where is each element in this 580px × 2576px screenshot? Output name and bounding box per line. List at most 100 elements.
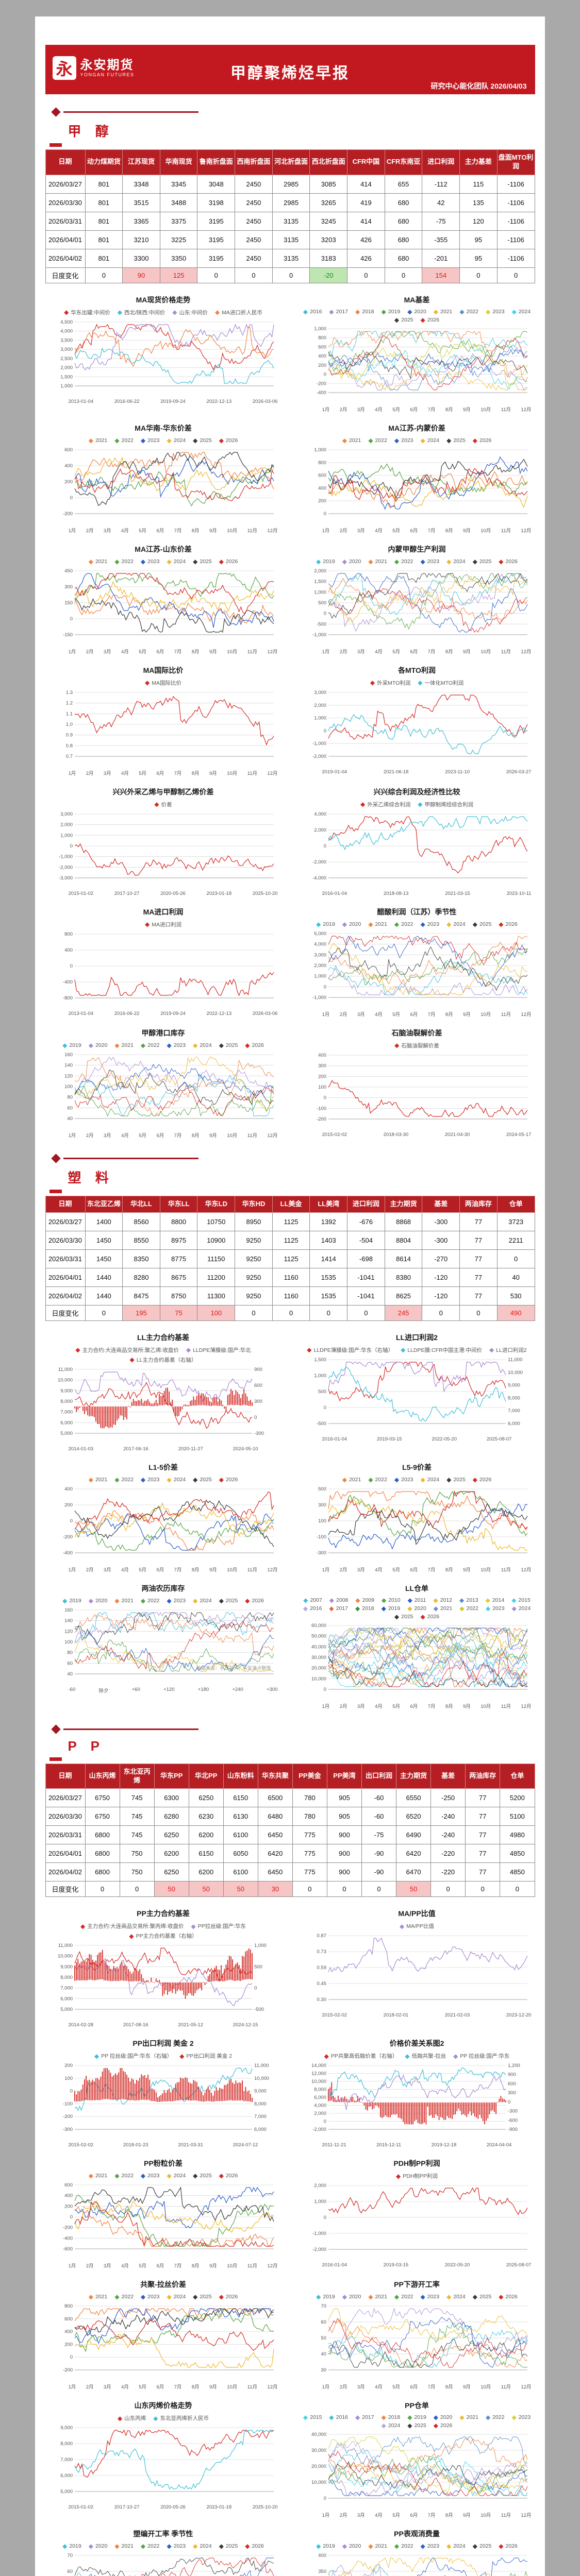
table-cell: 3723 <box>496 1212 535 1231</box>
legend-label: 2019 <box>414 2414 426 2421</box>
table-cell: 745 <box>119 1788 155 1808</box>
chart-title: MA国际比价 <box>143 666 184 674</box>
table-header-cell: 仓单 <box>496 1195 535 1213</box>
chart-x-axis: 1月 2月 3月 4月 5月 6月 7月 8月 9月 10月 11月 12月 <box>45 647 282 655</box>
table-header-cell: 鲁南折盘面 <box>197 149 236 175</box>
diamond-marker-icon: ◆ <box>167 2172 172 2180</box>
legend-item: ◆ 2022 <box>368 1476 387 1483</box>
diamond-marker-icon: ◆ <box>396 2172 401 2180</box>
legend-label: 2022 <box>147 1042 160 1048</box>
svg-text:8,000: 8,000 <box>314 2087 326 2093</box>
svg-text:-900: -900 <box>508 2127 518 2132</box>
chart-legend: ◆ MA国际比价 <box>45 679 282 687</box>
legend-label: 2025 <box>479 2294 492 2300</box>
table-header-cell: 进口利润 <box>422 149 460 175</box>
table-cell: 77 <box>459 1230 498 1250</box>
svg-text:7,000: 7,000 <box>254 2114 267 2120</box>
x-tick-label: +300 <box>267 1686 278 1692</box>
legend-label: 2020 <box>414 308 426 315</box>
legend-item: ◆ 2024 <box>421 437 440 444</box>
x-tick-label: 1月 <box>322 1011 330 1018</box>
legend-label: 2023 <box>401 437 413 444</box>
diamond-marker-icon: ◆ <box>355 1604 360 1612</box>
change-cell: 100 <box>197 1304 236 1321</box>
x-tick-label: 2025-08-07 <box>506 2262 532 2268</box>
chart-x-axis: 2019-01-04 2021-06-18 2023-11-10 2026-03-27 <box>299 768 536 775</box>
diamond-marker-icon: ◆ <box>140 1476 146 1483</box>
chart-plot-area: 450 300 150 0 -150 <box>45 567 282 647</box>
x-tick-label: 2022-12-13 <box>206 1010 232 1016</box>
legend-item: ◆ 外采MTO利润 <box>370 679 410 687</box>
legend-item: ◆ 2022 <box>394 558 413 565</box>
legend-item: ◆ 2017 <box>355 2414 374 2420</box>
x-tick-label: 1月 <box>68 1132 76 1139</box>
x-tick-label: 11月 <box>501 649 511 655</box>
x-tick-label: 2021-04-30 <box>444 1131 470 1138</box>
x-tick-label: 12月 <box>521 1567 532 1573</box>
table-row: 2026/04/02 1440 8475 8750 11300 9250 1160 1535-… <box>45 1286 535 1306</box>
svg-text:7,000: 7,000 <box>508 1408 520 1414</box>
x-tick-label: 6月 <box>156 649 164 655</box>
svg-text:-300: -300 <box>62 2127 72 2132</box>
diamond-marker-icon: ◆ <box>186 1346 191 1354</box>
legend-item: ◆ PP拉丝级:国产:华东 <box>191 1922 246 1930</box>
x-tick-label: 2013-01-04 <box>68 1010 94 1016</box>
chart-title: LL主力合约基差 <box>137 1333 190 1342</box>
x-tick-label: 4月 <box>375 2384 383 2391</box>
x-tick-label: 2014-02-28 <box>68 2022 94 2028</box>
charts-grid-pp: PP主力合约基差 ◆ 主力合约:大连商品交易所:聚丙烯:收盘价 ◆ PP拉丝级:国产:华… <box>43 1900 538 2576</box>
legend-label: 价差 <box>161 801 172 808</box>
diamond-marker-icon: ◆ <box>167 1041 172 1049</box>
table-cell: 6150 <box>223 1788 258 1808</box>
legend-label: 2020 <box>95 2543 108 2550</box>
legend-item: ◆ MA进口折人民币 <box>215 309 262 316</box>
svg-text:500: 500 <box>318 1389 326 1395</box>
table-cell: 8675 <box>159 1267 198 1287</box>
x-tick-label: +60 <box>131 1686 140 1692</box>
table-cell: 1392 <box>309 1212 348 1231</box>
svg-text:9,000: 9,000 <box>508 1382 520 1388</box>
legend-item: ◆ 2021 <box>434 309 453 315</box>
x-tick-label: 12月 <box>267 2384 278 2391</box>
table-cell: 680 <box>384 248 423 268</box>
svg-text:0: 0 <box>323 2215 326 2221</box>
legend-label: 2021 <box>95 2173 108 2179</box>
diamond-marker-icon: ◆ <box>418 679 423 687</box>
svg-text:10,000: 10,000 <box>508 1369 523 1375</box>
table-cell: 680 <box>384 211 423 231</box>
table-cell: 6490 <box>396 1825 432 1845</box>
x-tick-label: 2016-01-04 <box>322 2262 347 2268</box>
svg-text:60: 60 <box>321 2319 326 2325</box>
diamond-marker-icon: ◆ <box>446 436 452 444</box>
change-cell: -20 <box>309 267 348 283</box>
legend-label: 2012 <box>440 1597 452 1603</box>
svg-text:1,200: 1,200 <box>508 2063 520 2069</box>
chart-x-axis: 2016-01-04 2019-03-15 2022-05-20 2025-08-07 <box>299 1435 536 1442</box>
diamond-marker-icon: ◆ <box>472 920 477 928</box>
table-row: 2026/03/31 1450 8350 8775 11150 9250 1125 1414-… <box>45 1249 535 1268</box>
chart-title: LL进口利润2 <box>396 1333 438 1342</box>
legend-label: 2017 <box>362 2414 374 2421</box>
table-header-cell: CFR东南亚 <box>384 149 423 175</box>
change-cell: 0 <box>500 1881 535 1897</box>
table-cell: 2026/03/27 <box>45 174 86 194</box>
svg-text:100: 100 <box>318 1084 326 1090</box>
table-cell: 2211 <box>496 1230 535 1250</box>
legend-label: 2022 <box>375 437 387 444</box>
x-tick-label: 7月 <box>427 649 436 655</box>
table-row: 2026/03/27 6750 745 6300 6250 6150 6500 780 905-… <box>45 1788 535 1808</box>
svg-text:5,000: 5,000 <box>60 1431 73 1436</box>
svg-text:0: 0 <box>70 963 72 969</box>
change-cell: 0 <box>197 267 236 283</box>
legend-label: 2023 <box>401 1476 413 1483</box>
report-subtitle: 研究中心能化团队 2026/04/03 <box>430 82 527 90</box>
svg-text:400: 400 <box>64 2193 73 2199</box>
diamond-marker-icon: ◆ <box>472 436 477 444</box>
x-tick-label: 5月 <box>139 1567 147 1573</box>
x-tick-label: 2019-03-15 <box>376 1436 402 1442</box>
svg-text:0: 0 <box>70 495 72 501</box>
legend-item: ◆ 2021 <box>89 2172 108 2179</box>
legend-item: ◆ 2021 <box>114 2543 134 2550</box>
